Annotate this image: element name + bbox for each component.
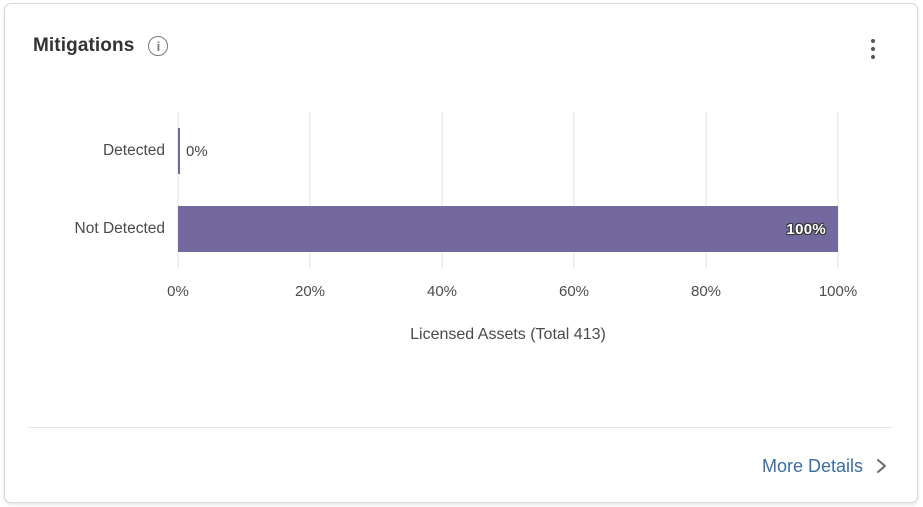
card-header: Mitigations i [5,4,917,63]
mitigations-card: Mitigations i Detected Not Detected 0% 100… [4,3,918,503]
more-details-label: More Details [761,456,863,476]
y-axis-labels: Detected Not Detected [5,112,178,268]
x-axis-title: Licensed Assets (Total 413) [410,326,606,343]
card-title: Mitigations [33,35,135,56]
x-axis-ticks: 0% 20% 40% 60% 80% 100% [167,283,857,303]
bar-detected[interactable] [178,128,180,174]
kebab-dot [871,47,875,51]
x-tick-label: 80% [690,283,722,300]
gridline [309,112,311,268]
gridline [177,112,179,268]
gridline [837,112,839,268]
x-tick-label: 0% [167,283,189,300]
category-label: Detected [102,142,165,159]
bar-value-label: 0% [186,142,208,160]
x-tick-label: 20% [294,283,326,300]
kebab-menu-button[interactable] [865,35,881,63]
x-tick-label: 100% [818,283,858,300]
bar-row: 100% [178,190,838,268]
x-tick-label: 40% [426,283,458,300]
spacer [5,344,917,427]
chevron-right-icon [876,458,887,474]
chart-body: Detected Not Detected 0% 100% [5,112,917,268]
more-details-link[interactable]: More Details [762,454,887,478]
bar-value-label: 100% [786,220,826,238]
gridline [573,112,575,268]
plot-gridlines [177,112,839,268]
gridline [441,112,443,268]
x-tick-label: 60% [558,283,590,300]
category-label: Not Detected [74,220,165,237]
gridline [705,112,707,268]
kebab-dot [871,55,875,59]
bar-chart: Detected Not Detected 0% 100% 0% 20% 40% 60% 8… [5,112,917,344]
bar-not-detected[interactable]: 100% [178,206,838,252]
footer-divider [29,427,893,428]
plot-rows: 0% 100% [178,112,838,268]
title-group: Mitigations i [33,33,169,59]
plot-area: 0% 100% [177,112,839,268]
info-icon[interactable]: i [148,36,169,56]
kebab-dot [871,39,875,43]
bar-row: 0% [178,112,838,190]
card-footer: More Details [5,428,917,502]
